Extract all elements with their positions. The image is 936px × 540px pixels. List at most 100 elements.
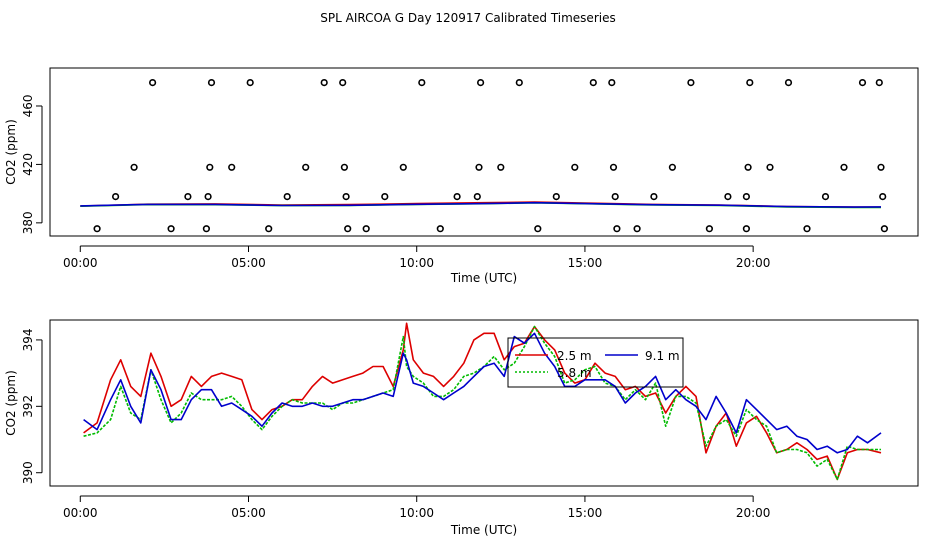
legend-label-2-5m: 2.5 m: [557, 349, 592, 363]
calibration-point: [877, 163, 885, 171]
top-plot-marks: [80, 78, 889, 233]
calibration-point: [552, 193, 560, 201]
calibration-point: [821, 193, 830, 201]
calibration-point: [705, 225, 714, 233]
calibration-point: [340, 163, 349, 171]
calibration-point: [206, 163, 214, 171]
calibration-point: [228, 163, 236, 171]
bottom-x-tick-label: 20:00: [736, 506, 771, 520]
calibration-point: [840, 163, 848, 171]
calibration-point: [766, 163, 774, 171]
calibration-point: [202, 225, 210, 233]
calibration-point: [184, 193, 192, 201]
bottom-plot-frame: [49, 319, 919, 487]
calibration-point: [880, 225, 889, 233]
calibration-point: [320, 78, 328, 87]
calibration-point: [473, 193, 481, 201]
legend: 2.5 m 5.8 m 9.1 m: [507, 337, 684, 388]
calibration-point: [515, 78, 523, 87]
calibration-point: [497, 163, 505, 171]
calibration-point: [475, 163, 483, 171]
calibration-point: [742, 193, 751, 201]
bottom-series-9-1-m: [83, 332, 882, 454]
calibration-point: [613, 225, 621, 233]
calibration-point: [265, 225, 273, 233]
calibration-point: [167, 225, 175, 233]
figure-title: SPL AIRCOA G Day 120917 Calibrated Times…: [320, 11, 615, 25]
bottom-y-tick-label: 394: [21, 328, 35, 351]
calibration-point: [149, 78, 157, 87]
bottom-panel: 00:00 05:00 10:00 15:00 20:00 390 392 394 Time…: [4, 319, 919, 537]
calibration-point: [339, 78, 347, 87]
bottom-x-axis: 00:00 05:00 10:00 15:00 20:00: [63, 495, 771, 520]
top-panel: 00:00 05:00 10:00 15:00 20:00 380 420 460 Time…: [4, 67, 919, 285]
top-x-tick-label: 05:00: [231, 256, 266, 270]
calibration-point: [362, 225, 370, 233]
calibration-point: [453, 193, 461, 201]
top-x-axis-label: Time (UTC): [450, 271, 517, 285]
calibration-point: [744, 163, 752, 171]
calibration-point: [477, 78, 485, 87]
bottom-x-tick-label: 15:00: [568, 506, 603, 520]
calibration-point: [204, 193, 212, 201]
top-x-tick-label: 10:00: [399, 256, 434, 270]
calibration-point: [879, 193, 887, 201]
calibration-point: [534, 225, 542, 233]
calibration-point: [571, 163, 579, 171]
top-series-blue: [80, 201, 882, 208]
top-y-axis: 380 420 460: [21, 95, 43, 234]
calibration-point: [633, 225, 641, 233]
calibration-point: [858, 78, 867, 87]
calibration-point: [742, 225, 751, 233]
legend-label-5-8m: 5.8 m: [557, 366, 592, 380]
calibration-point: [399, 163, 407, 171]
calibration-point: [418, 78, 426, 87]
top-y-tick-label: 380: [21, 211, 35, 234]
bottom-y-tick-label: 390: [21, 461, 35, 484]
bottom-x-tick-label: 10:00: [399, 506, 434, 520]
calibration-point: [246, 78, 254, 87]
top-y-tick-label: 460: [21, 95, 35, 118]
bottom-series-2-5-m: [83, 322, 882, 481]
calibration-point: [589, 78, 597, 87]
calibration-point: [344, 225, 352, 233]
bottom-series-5-8-m: [83, 325, 881, 481]
bottom-y-tick-label: 392: [21, 395, 35, 418]
bottom-x-tick-label: 00:00: [63, 506, 98, 520]
calibration-point: [381, 193, 389, 201]
bottom-y-axis-label: CO2 (ppm): [4, 370, 18, 436]
calibration-point: [302, 163, 310, 171]
calibration-point: [130, 163, 138, 171]
calibration-point: [283, 193, 291, 201]
calibration-point: [207, 78, 216, 87]
calibration-point: [875, 78, 883, 87]
legend-box: [507, 337, 684, 388]
calibration-point: [650, 193, 658, 201]
top-y-axis-label: CO2 (ppm): [4, 119, 18, 185]
top-x-tick-label: 20:00: [736, 256, 771, 270]
bottom-x-tick-label: 05:00: [231, 506, 266, 520]
calibration-point: [611, 193, 619, 201]
top-plot-frame: [49, 67, 919, 237]
calibration-point: [609, 163, 618, 171]
bottom-y-axis: 390 392 394: [21, 328, 43, 484]
calibration-point: [93, 225, 101, 233]
bottom-x-axis-label: Time (UTC): [450, 523, 517, 537]
calibration-point: [111, 193, 120, 201]
legend-label-9-1m: 9.1 m: [645, 349, 680, 363]
calibration-point: [436, 225, 444, 233]
calibration-point: [668, 163, 677, 171]
calibration-point: [608, 78, 616, 87]
top-x-tick-label: 00:00: [63, 256, 98, 270]
calibration-point: [724, 193, 732, 201]
calibration-point: [803, 225, 811, 233]
top-x-axis: 00:00 05:00 10:00 15:00 20:00: [63, 245, 771, 270]
top-x-tick-label: 15:00: [568, 256, 603, 270]
calibration-point: [784, 78, 793, 87]
calibration-point: [687, 78, 695, 87]
calibration-point: [342, 193, 350, 201]
bottom-plot-marks: [83, 322, 882, 481]
top-y-tick-label: 420: [21, 153, 35, 176]
calibration-point: [746, 78, 754, 87]
